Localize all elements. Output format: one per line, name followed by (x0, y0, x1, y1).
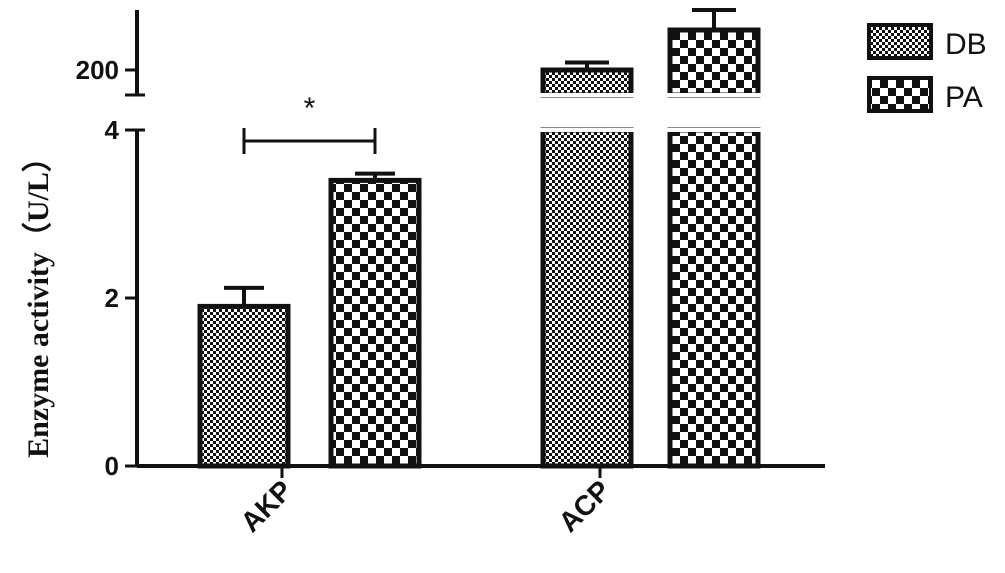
y-tick-label: 2 (105, 283, 119, 313)
bar-break-gap (539, 128, 635, 132)
y-tick-label: 200 (76, 55, 119, 85)
y-tick-label: 4 (105, 115, 120, 145)
bar-acp-pa-upper (667, 27, 761, 98)
significance-star: * (304, 92, 316, 125)
bar-acp-pa-lower (667, 127, 761, 469)
bar-akp-pa (328, 177, 422, 469)
bar-acp-db-upper (540, 67, 634, 98)
bar-break-gap (539, 93, 635, 97)
x-category-label: ACP (553, 474, 617, 538)
legend: DB PA (867, 23, 987, 114)
bars (197, 8, 762, 469)
legend-label-pa: PA (945, 81, 983, 114)
legend-swatch-pa (867, 76, 933, 113)
legend-label-db: DB (945, 28, 987, 61)
bar-break-gap (666, 93, 762, 97)
y-tick-label: 0 (105, 451, 119, 481)
x-category-label: AKP (235, 474, 299, 538)
legend-swatch-db (867, 23, 933, 60)
y-axis-label: Enzyme activity（U/L） (21, 142, 55, 458)
annotations: * (242, 92, 377, 154)
bar-acp-db-lower (540, 127, 634, 469)
bar-akp-db (197, 303, 291, 469)
bar-break-gap (666, 128, 762, 132)
